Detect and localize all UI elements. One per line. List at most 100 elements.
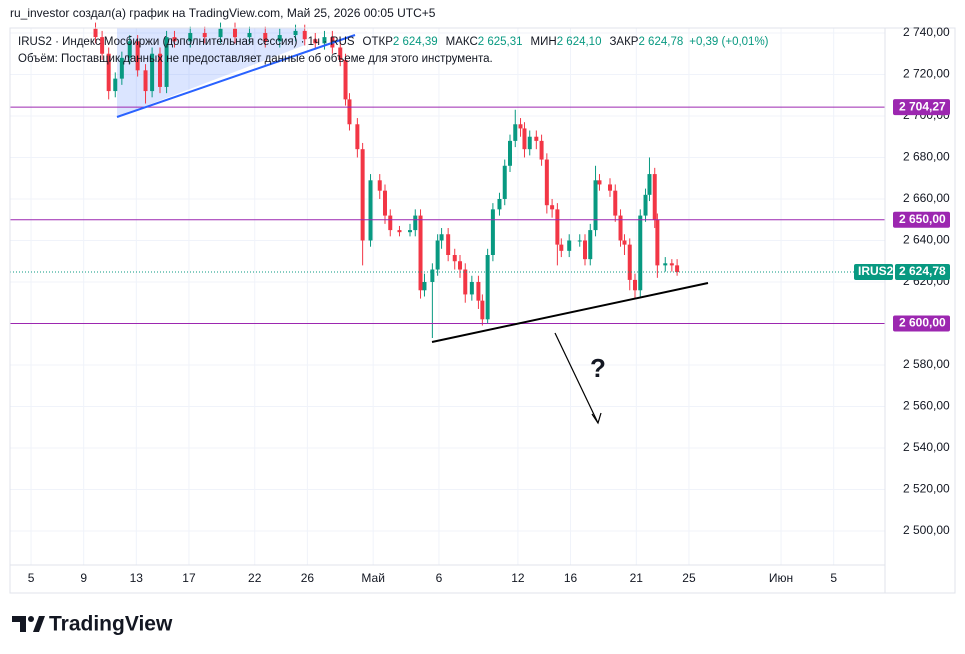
chart-frame — [9, 27, 956, 594]
candle-body — [555, 209, 560, 245]
candle-body — [513, 124, 518, 141]
x-tick-label: 25 — [682, 571, 696, 585]
candle-body — [518, 124, 523, 129]
candle-body — [233, 28, 237, 38]
arrow-head — [591, 412, 602, 425]
y-tick-label: 2 720,00 — [903, 67, 950, 81]
y-tick-label: 2 640,00 — [903, 233, 950, 247]
candle-body — [263, 32, 268, 42]
candle-body — [583, 240, 587, 260]
candle-body — [597, 180, 602, 185]
x-tick-label: Май — [361, 571, 385, 585]
candle-body — [377, 180, 382, 191]
y-tick-label: 2 660,00 — [903, 191, 950, 205]
level-label-box — [893, 315, 950, 332]
candle-body — [647, 174, 652, 195]
candle-body — [643, 194, 648, 216]
candle-body — [388, 215, 393, 231]
candle-body — [497, 198, 502, 210]
x-tick-label: 5 — [28, 571, 35, 585]
x-tick-label: 16 — [564, 571, 578, 585]
candle-body — [508, 140, 512, 166]
candle-body — [150, 53, 155, 92]
candle-body — [675, 265, 680, 273]
candle-body — [655, 219, 660, 266]
candle-body — [100, 37, 105, 54]
volume-note: Объём: Поставщик данных не предоставляет… — [18, 53, 493, 65]
candle-body — [469, 281, 474, 295]
logo-text: TradingView — [49, 613, 173, 636]
candle-body — [550, 205, 555, 210]
trend-line — [116, 34, 356, 118]
candle-body — [202, 32, 207, 38]
candle-body — [93, 28, 98, 38]
candle-body — [463, 269, 468, 295]
legend-field-label: ОТКР — [363, 36, 394, 48]
logo-icon — [12, 616, 45, 632]
candle-body — [218, 28, 223, 38]
candle-body — [343, 59, 348, 100]
y-tick-label: 2 580,00 — [903, 357, 950, 371]
candle-body — [430, 269, 435, 282]
candle-body — [458, 261, 462, 270]
candle-body — [613, 190, 618, 216]
legend-field-value: 2 624,10 — [557, 36, 602, 48]
level-label: 2 650,00 — [899, 212, 946, 226]
candle-body — [383, 190, 387, 216]
candle-body — [368, 180, 373, 241]
candle-body — [435, 240, 440, 270]
candle-body — [669, 263, 674, 266]
x-tick-label: 26 — [301, 571, 315, 585]
level-label-box — [893, 211, 950, 228]
candle-body — [106, 53, 111, 92]
candle-body — [439, 234, 444, 241]
candle-body — [593, 180, 598, 231]
candle-body — [652, 174, 657, 220]
candle-body — [188, 32, 193, 42]
candle-body — [588, 230, 593, 260]
candle-body — [446, 234, 451, 256]
y-tick-label: 2 540,00 — [903, 440, 950, 454]
y-tick-label: 2 740,00 — [903, 25, 950, 39]
candle-body — [127, 41, 132, 58]
candle-body — [663, 263, 668, 266]
legend-field-label: МИН — [531, 36, 557, 48]
candle-body — [618, 215, 623, 241]
candle-body — [527, 136, 532, 150]
last-price-label: 2 624,78 — [899, 264, 946, 278]
candle-body — [347, 99, 352, 125]
candle-body — [302, 30, 307, 40]
header: ru_investor создал(а) график на TradingV… — [10, 6, 436, 20]
candle-body — [119, 57, 124, 79]
candle-body — [143, 70, 148, 92]
candle-body — [164, 37, 169, 87]
candle-body — [172, 37, 177, 42]
legend-field-label: ЗАКР — [609, 36, 638, 48]
candle-body — [622, 240, 627, 245]
candle-body — [544, 159, 549, 206]
candle-body — [408, 230, 412, 233]
x-tick-label: 22 — [248, 571, 262, 585]
axes: 2 500,00 2 520,00 2 540,00 2 560,00 2 580,00… — [28, 25, 950, 585]
candle-body — [418, 215, 423, 291]
candle-body — [338, 47, 343, 60]
support-line — [431, 282, 709, 343]
candle-body — [638, 215, 643, 291]
candles — [10, 22, 885, 338]
last-price-name-box — [854, 264, 893, 281]
candle-body — [490, 209, 495, 256]
last-price-box — [895, 264, 950, 281]
candle-body — [322, 37, 327, 44]
candle-body — [485, 255, 490, 320]
x-tick-label: Июн — [769, 571, 793, 585]
candle-body — [247, 32, 252, 38]
legend: IRUS2 · Индекс Мосбиржи (дополнительная … — [18, 36, 769, 48]
legend-field-value: 2 624,39 — [393, 36, 438, 48]
level-label: 2 600,00 — [899, 316, 946, 330]
candle-body — [397, 230, 402, 233]
y-tick-label: 2 500,00 — [903, 523, 950, 537]
candle-body — [293, 30, 298, 36]
candle-body — [277, 35, 282, 42]
candle-body — [502, 165, 507, 199]
